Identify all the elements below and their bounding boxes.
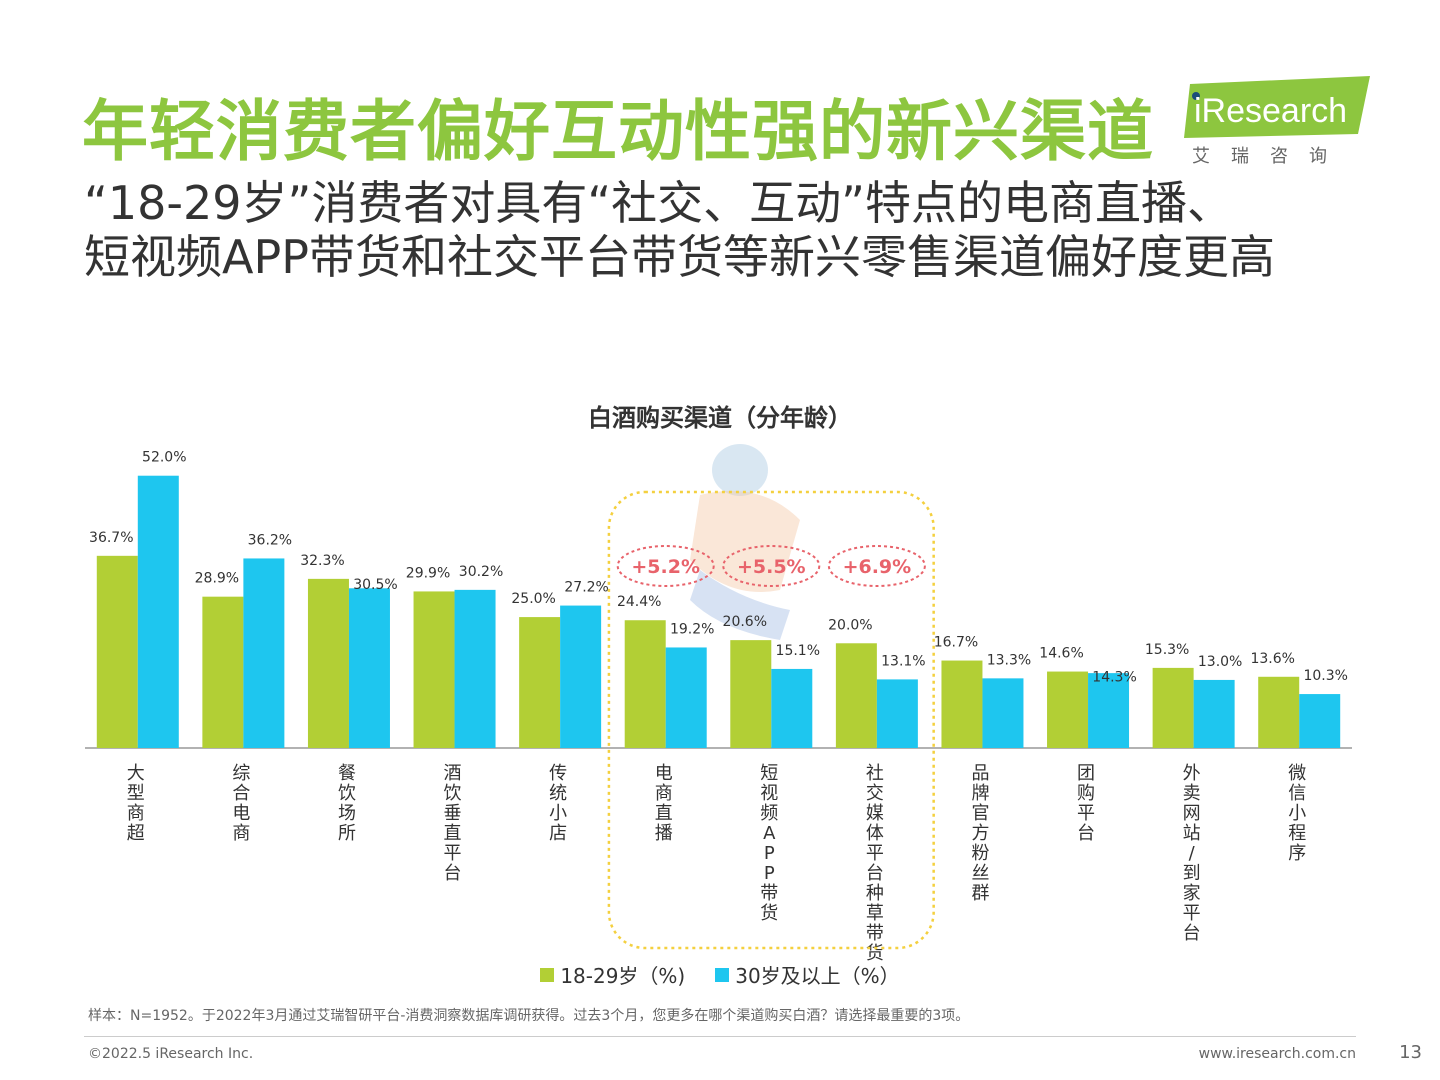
value-label-30-plus-8: 13.3% xyxy=(987,652,1031,668)
category-label-9: 团购平台 xyxy=(1077,763,1095,844)
category-label-8: 品牌官方粉丝群 xyxy=(971,763,989,904)
page-title: 年轻消费者偏好互动性强的新兴渠道 xyxy=(82,93,1154,170)
category-label-1: 综合电商 xyxy=(232,763,250,844)
bar-30-plus-7 xyxy=(876,679,918,748)
value-label-18-29-11: 13.6% xyxy=(1250,651,1294,667)
chart-bars xyxy=(85,475,1352,749)
category-label-5: 电商直播 xyxy=(655,763,673,844)
copyright: ©2022.5 iResearch Inc. xyxy=(88,1046,254,1062)
value-label-18-29-0: 36.7% xyxy=(89,530,133,546)
value-label-30-plus-9: 14.3% xyxy=(1092,670,1136,686)
category-label-0: 大型商超 xyxy=(127,763,145,844)
page-number: 13 xyxy=(1399,1042,1422,1063)
bar-30-plus-6 xyxy=(771,668,813,748)
bar-30-plus-4 xyxy=(560,605,602,748)
page-subtitle: “18-29岁”消费者对具有“社交、互动”特点的电商直播、 短视频APP带货和社… xyxy=(84,176,1275,284)
logo-chinese-text: 艾瑞咨询 xyxy=(1192,146,1348,167)
value-label-30-plus-11: 10.3% xyxy=(1303,668,1347,684)
footer-divider xyxy=(84,1036,1356,1037)
value-label-30-plus-5: 19.2% xyxy=(670,621,714,637)
bar-18-29-9 xyxy=(1047,671,1089,748)
value-label-18-29-8: 16.7% xyxy=(934,635,978,651)
highlight-label-0: +5.2% xyxy=(631,556,700,578)
website-link[interactable]: www.iresearch.com.cn xyxy=(1198,1046,1356,1062)
chart-legend: 18-29岁（%) 30岁及以上（%） xyxy=(0,960,1440,989)
bar-30-plus-0 xyxy=(137,475,179,748)
bar-18-29-11 xyxy=(1258,676,1300,748)
chart-value-labels: 36.7% 52.0% 28.9% 36.2% 32.3% 30.5% 29.9% 30.2%… xyxy=(89,450,1348,686)
category-label-10: 外卖网站/到家平台 xyxy=(1183,763,1201,944)
category-label-2: 餐饮场所 xyxy=(338,763,356,844)
legend-label-30-plus: 30岁及以上（%） xyxy=(735,964,900,988)
bar-30-plus-1 xyxy=(243,558,285,748)
highlight-label-2: +6.9% xyxy=(843,556,912,578)
legend-swatch-blue xyxy=(715,967,730,982)
chart-highlights: +5.2% +5.5% +6.9% xyxy=(607,490,935,950)
decorative-figure xyxy=(690,444,800,640)
bar-30-plus-9 xyxy=(1088,673,1130,748)
value-label-30-plus-10: 13.0% xyxy=(1198,654,1242,670)
bar-18-29-1 xyxy=(202,596,244,748)
value-label-30-plus-1: 36.2% xyxy=(248,532,292,548)
bar-30-plus-3 xyxy=(454,589,496,748)
value-label-18-29-1: 28.9% xyxy=(195,571,239,587)
value-label-30-plus-6: 15.1% xyxy=(776,643,820,659)
bar-18-29-5 xyxy=(624,620,666,748)
subtitle-line-1: “18-29岁”消费者对具有“社交、互动”特点的电商直播、 xyxy=(84,176,1233,230)
legend-item-18-29: 18-29岁（%) xyxy=(540,960,685,989)
bar-18-29-2 xyxy=(307,578,349,748)
bar-chart: 36.7% 52.0% 28.9% 36.2% 32.3% 30.5% 29.9% 30.2%… xyxy=(85,444,1352,964)
logo-text: iResearch xyxy=(1194,92,1347,130)
value-label-18-29-7: 20.0% xyxy=(828,617,872,633)
decor-head xyxy=(712,444,768,496)
category-label-3: 酒饮垂直平台 xyxy=(444,763,462,884)
bar-18-29-8 xyxy=(941,660,983,748)
bar-18-29-10 xyxy=(1152,667,1194,748)
category-label-11: 微信小程序 xyxy=(1288,763,1306,864)
value-label-30-plus-7: 13.1% xyxy=(881,653,925,669)
highlight-box xyxy=(607,490,935,950)
bar-30-plus-5 xyxy=(665,647,707,748)
bar-18-29-7 xyxy=(835,643,877,748)
sample-note: 样本：N=1952。于2022年3月通过艾瑞智研平台-消费洞察数据库调研获得。过… xyxy=(88,1008,970,1024)
value-label-18-29-2: 32.3% xyxy=(300,553,344,569)
bar-18-29-3 xyxy=(413,591,455,748)
bar-18-29-6 xyxy=(730,640,772,748)
decor-legs xyxy=(690,570,790,640)
category-label-4: 传统小店 xyxy=(549,763,567,844)
value-label-18-29-5: 24.4% xyxy=(617,594,661,610)
value-label-18-29-3: 29.9% xyxy=(406,565,450,581)
chart-title: 白酒购买渠道（分年龄） xyxy=(588,404,852,432)
chart-category-labels: 大型商超 综合电商 餐饮场所 酒饮垂直平台 传统小店 电商直播 短视频 A P P 带货 社交媒体平台… xyxy=(127,763,1306,964)
value-label-30-plus-2: 30.5% xyxy=(353,577,397,593)
bar-30-plus-11 xyxy=(1299,694,1341,748)
bar-30-plus-10 xyxy=(1193,679,1235,748)
value-label-30-plus-0: 52.0% xyxy=(142,450,186,466)
highlight-ellipse-2 xyxy=(827,545,926,587)
legend-label-18-29: 18-29岁（%) xyxy=(560,964,686,988)
highlight-ellipse-0 xyxy=(616,545,715,587)
bar-18-29-4 xyxy=(519,617,561,748)
bar-30-plus-8 xyxy=(982,678,1024,748)
value-label-30-plus-3: 30.2% xyxy=(459,564,503,580)
value-label-18-29-4: 25.0% xyxy=(511,591,555,607)
legend-swatch-green xyxy=(540,967,555,982)
bar-18-29-0 xyxy=(96,555,138,748)
category-label-6: 短视频 A P P 带货 xyxy=(760,763,778,924)
subtitle-line-2: 短视频APP带货和社交平台带货等新兴零售渠道偏好度更高 xyxy=(84,230,1275,284)
value-label-18-29-6: 20.6% xyxy=(723,614,767,630)
highlight-ellipse-1 xyxy=(722,545,821,587)
decor-body xyxy=(690,490,800,592)
bar-30-plus-2 xyxy=(348,588,390,748)
category-label-7: 社交媒体平台种草带货 xyxy=(866,763,884,964)
value-label-30-plus-4: 27.2% xyxy=(564,580,608,596)
legend-item-30-plus: 30岁及以上（%） xyxy=(715,960,900,989)
value-label-18-29-9: 14.6% xyxy=(1039,646,1083,662)
value-label-18-29-10: 15.3% xyxy=(1145,642,1189,658)
iresearch-logo: iResearch xyxy=(1184,76,1370,138)
highlight-label-1: +5.5% xyxy=(737,556,806,578)
